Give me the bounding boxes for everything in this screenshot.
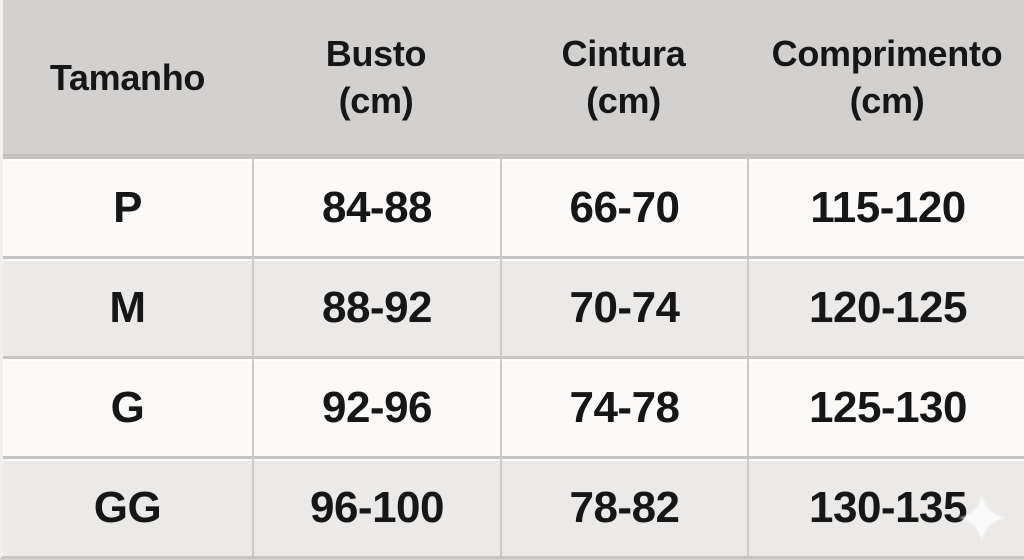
header-label: Busto [325,33,427,74]
header-cell-comprimento: Comprimento (cm) [747,0,1024,156]
cell-size: P [3,156,252,256]
header-cell-busto: Busto (cm) [252,0,500,156]
table-row-g: G 92-96 74-78 125-130 [3,356,1024,456]
header-unit: (cm) [849,80,925,121]
header-unit: (cm) [338,80,414,121]
cell-bust: 96-100 [252,456,500,556]
cell-length: 120-125 [747,256,1024,356]
cell-length: 130-135 [747,456,1024,556]
table-header: Tamanho Busto (cm) Cintura (cm) Comprime… [3,0,1024,156]
header-label: Comprimento [771,33,1003,74]
table-row-p: P 84-88 66-70 115-120 [3,156,1024,256]
table-body: P 84-88 66-70 115-120 M 88-92 70-74 120-… [3,156,1024,556]
cell-bust: 92-96 [252,356,500,456]
cell-length: 125-130 [747,356,1024,456]
table-row-gg: GG 96-100 78-82 130-135 [3,456,1024,556]
header-label: Cintura [561,33,686,74]
table-row-m: M 88-92 70-74 120-125 [3,256,1024,356]
cell-waist: 78-82 [500,456,747,556]
cell-bust: 84-88 [252,156,500,256]
header-label: Tamanho [49,56,206,98]
header-unit: (cm) [586,80,661,121]
cell-waist: 70-74 [500,256,747,356]
cell-waist: 74-78 [500,356,747,456]
header-row: Tamanho Busto (cm) Cintura (cm) Comprime… [3,0,1024,156]
cell-bust: 88-92 [252,256,500,356]
header-cell-cintura: Cintura (cm) [500,0,747,156]
cell-size: GG [3,456,252,556]
cell-size: M [3,256,252,356]
cell-length: 115-120 [747,156,1024,256]
cell-waist: 66-70 [500,156,747,256]
header-cell-tamanho: Tamanho [3,0,252,156]
cell-size: G [3,356,252,456]
